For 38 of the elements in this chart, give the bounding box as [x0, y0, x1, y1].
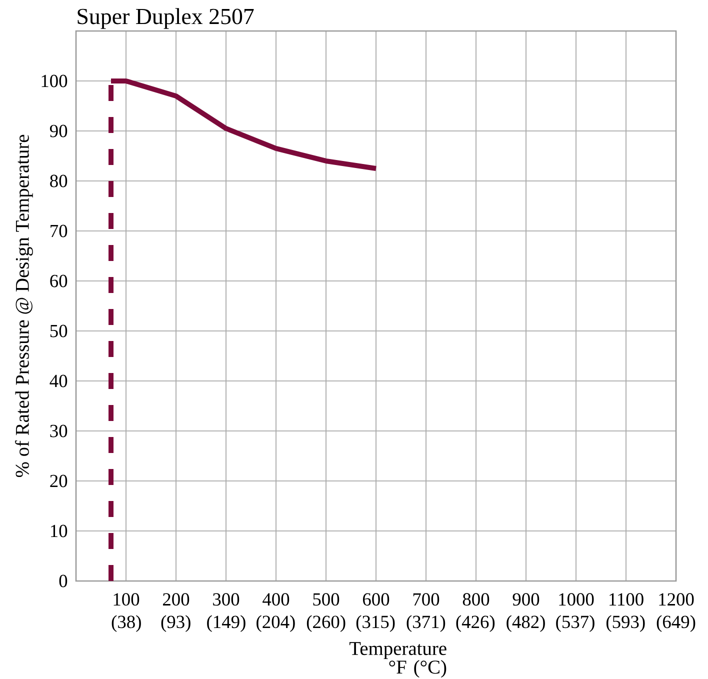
x2-tick-label: (204): [256, 615, 295, 632]
x-tick-label: 700: [413, 593, 440, 606]
y-tick-label: 0: [59, 574, 68, 588]
y-tick-label: 10: [51, 524, 68, 538]
x2-tick-label: (649): [656, 615, 696, 632]
y-tick-label: 100: [42, 74, 68, 88]
x-tick-label: 100: [114, 593, 140, 606]
y-tick-label: 70: [50, 224, 68, 238]
x-tick-label: 200: [162, 593, 190, 606]
y-tick-label: 40: [50, 374, 68, 388]
y-tick-label: 90: [50, 124, 68, 138]
x2-tick-label: (315): [356, 615, 395, 632]
y-axis-title: % of Rated Pressure @ Design Temperature: [15, 134, 33, 478]
y-tick-label: 60: [50, 274, 68, 288]
x-tick-label: 500: [313, 593, 340, 606]
x2-tick-label: (38): [112, 615, 141, 632]
x-tick-label: 900: [512, 593, 540, 606]
x2-tick-label: (482): [506, 615, 545, 632]
y-tick-label: 30: [50, 424, 68, 438]
x-tick-label: 1100: [610, 593, 644, 606]
x-tick-label: 800: [462, 593, 490, 606]
y-tick-label: 20: [50, 474, 68, 488]
x-tick-label: 1200: [659, 593, 694, 606]
x2-tick-label: (93): [161, 615, 190, 632]
x2-tick-label: (537): [556, 615, 594, 632]
x-axis-title: Temperature °F (°C): [349, 642, 446, 678]
x-tick-label: 1000: [559, 593, 594, 606]
x2-tick-label: (426): [456, 615, 495, 632]
x2-tick-label: (371): [406, 615, 446, 632]
x-tick-label: 400: [262, 593, 290, 606]
chart-title: Super Duplex 2507: [78, 8, 254, 29]
y-tick-label: 80: [50, 174, 68, 188]
x2-tick-label: (260): [306, 615, 346, 632]
y-tick-label: 50: [50, 324, 68, 338]
x2-tick-label: (593): [606, 615, 645, 632]
x2-tick-label: (149): [207, 615, 246, 632]
x-tick-label: 600: [362, 593, 390, 606]
x-tick-label: 300: [213, 593, 240, 606]
